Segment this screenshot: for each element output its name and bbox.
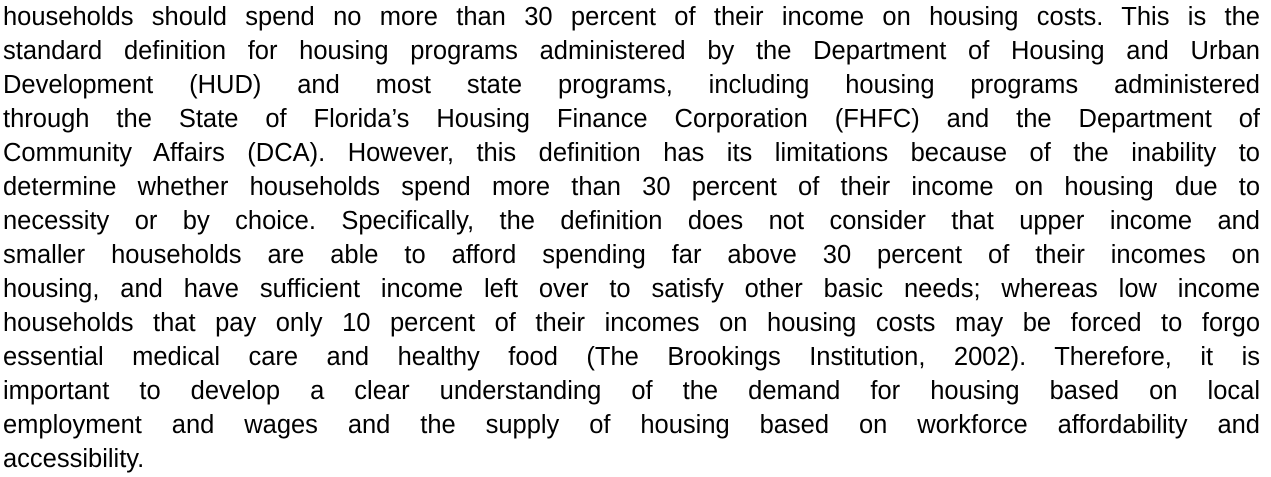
text-line: smaller households are able to afford sp… <box>3 241 1260 269</box>
text-line: through the State of Florida’s Housing F… <box>3 105 1260 133</box>
text-line: standard definition for housing programs… <box>3 37 1260 65</box>
text-line: essential medical care and healthy food … <box>3 343 1260 371</box>
text-line: housing, and have sufficient income left… <box>3 275 1260 303</box>
text-line: Community Affairs (DCA). However, this d… <box>3 139 1260 167</box>
text-line: households should spend no more than 30 … <box>3 3 1260 31</box>
text-line: employment and wages and the supply of h… <box>3 411 1260 439</box>
text-line: determine whether households spend more … <box>3 173 1260 201</box>
text-line: accessibility. <box>3 445 145 473</box>
text-line: Development (HUD) and most state program… <box>3 71 1260 99</box>
text-line: necessity or by choice. Specifically, th… <box>3 207 1260 235</box>
text-line: households that pay only 10 percent of t… <box>3 309 1260 337</box>
text-line: important to develop a clear understandi… <box>3 377 1260 405</box>
document-paragraph: households should spend no more than 30 … <box>3 0 1260 476</box>
